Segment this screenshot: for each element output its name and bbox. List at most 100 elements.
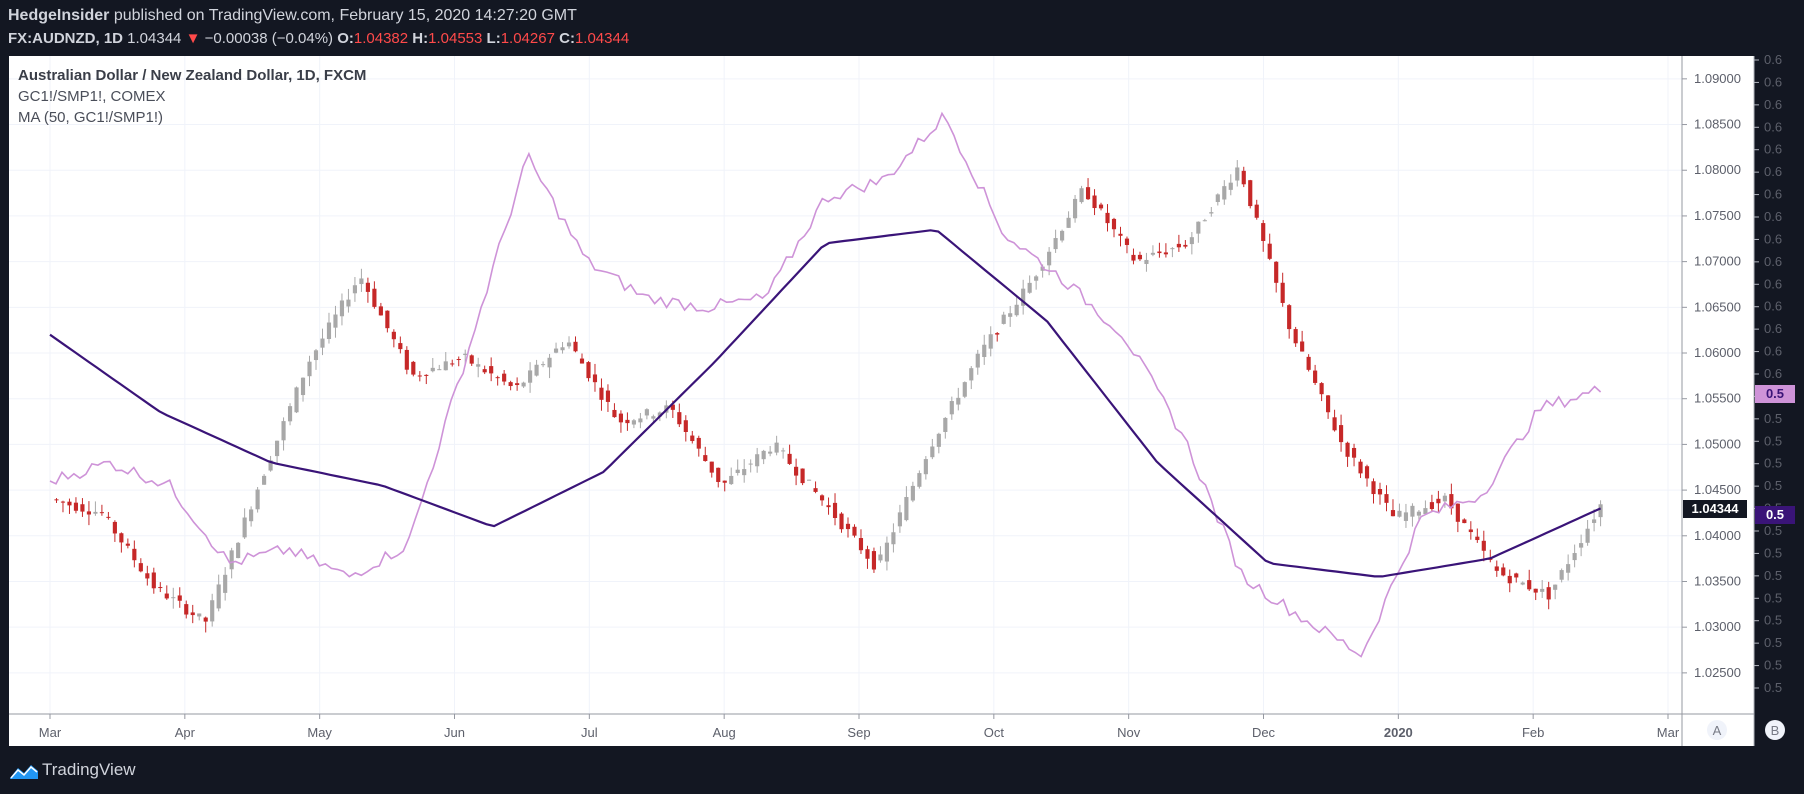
- overlay-last-badge-text: 0.5: [1766, 386, 1784, 401]
- overlay-tick-label: 0.5: [1764, 680, 1782, 695]
- publisher-name[interactable]: HedgeInsider: [8, 7, 110, 24]
- symbol-label[interactable]: FX:AUDNZD, 1D: [8, 30, 123, 47]
- candle-body: [735, 469, 740, 474]
- candle-body: [592, 374, 598, 383]
- tradingview-logo-icon[interactable]: [9, 762, 39, 780]
- candle-body: [1462, 519, 1467, 524]
- candle-body: [1501, 567, 1506, 576]
- overlay-series-line: [49, 111, 1602, 658]
- candle-body: [1319, 383, 1324, 395]
- candle-body: [99, 512, 104, 514]
- low-label: L:: [486, 30, 501, 47]
- candle-body: [1034, 276, 1039, 281]
- candle-body: [1176, 243, 1181, 248]
- candle-body: [443, 361, 448, 371]
- candle-body: [138, 563, 143, 572]
- candle-body: [975, 353, 980, 368]
- candle-body: [949, 401, 954, 415]
- legend-ma[interactable]: MA (50, GC1!/SMP1!): [18, 109, 164, 126]
- overlay-tick-label: 0.5: [1764, 501, 1782, 516]
- candle-body: [800, 468, 805, 484]
- candle-body: [1585, 528, 1590, 543]
- price-tick-label: 1.05500: [1694, 391, 1741, 406]
- candle-body: [1287, 305, 1292, 330]
- candle-body: [1001, 314, 1006, 324]
- candle-body: [858, 538, 864, 551]
- candle-body: [132, 548, 137, 561]
- candle-body: [573, 341, 578, 352]
- candle-body: [943, 417, 948, 432]
- candle-body: [579, 358, 585, 364]
- candle-body: [1241, 170, 1246, 185]
- candle-body: [229, 550, 234, 570]
- candle-body: [1014, 304, 1019, 316]
- candle-body: [599, 387, 604, 400]
- candle-body: [456, 359, 461, 361]
- last-price: 1.04344: [127, 30, 182, 47]
- candle-body: [1150, 252, 1156, 255]
- footer-brand[interactable]: TradingView: [42, 760, 136, 779]
- candle-body: [1351, 447, 1357, 458]
- candle-body: [281, 421, 286, 441]
- overlay-tick-label: 0.6: [1764, 299, 1782, 314]
- close-label: C:: [559, 30, 575, 47]
- candle-body: [1209, 212, 1214, 214]
- candle-body: [1079, 188, 1084, 203]
- candle-body: [1306, 356, 1311, 370]
- footer: TradingView: [0, 746, 1804, 794]
- candle-body: [1514, 573, 1519, 578]
- candle-body: [326, 322, 332, 339]
- publish-info: HedgeInsider published on TradingView.co…: [8, 7, 577, 25]
- candle-body: [1111, 218, 1117, 230]
- candle-body: [450, 363, 455, 365]
- price-tick-label: 1.08000: [1694, 162, 1741, 177]
- high-label: H:: [412, 30, 429, 47]
- candle-body: [476, 364, 481, 367]
- time-tick-label: 2020: [1384, 725, 1413, 740]
- high-value: 1.04553: [428, 30, 483, 47]
- candle-body: [1494, 566, 1499, 571]
- candle-body: [125, 543, 130, 546]
- candle-body: [112, 521, 117, 534]
- price-change: −0.00038 (−0.04%): [204, 30, 334, 47]
- candle-body: [1572, 553, 1577, 561]
- candle-body: [1313, 370, 1318, 383]
- overlay-tick-label: 0.6: [1764, 187, 1782, 202]
- candle-body: [605, 390, 611, 402]
- candle-body: [696, 437, 701, 449]
- candle-body: [930, 446, 935, 458]
- candle-body: [1144, 259, 1149, 264]
- overlay-tick-label: 0.6: [1764, 276, 1782, 291]
- candle-body: [80, 504, 85, 512]
- price-tick-label: 1.06000: [1694, 345, 1741, 360]
- candle-body: [1027, 282, 1032, 293]
- candle-body: [1124, 238, 1130, 245]
- candle-body: [333, 314, 338, 328]
- open-value: 1.04382: [353, 30, 409, 47]
- overlay-tick-label: 0.5: [1764, 613, 1782, 628]
- candle-body: [502, 373, 507, 382]
- price-tick-label: 1.06500: [1694, 299, 1741, 314]
- candle-body: [223, 574, 228, 593]
- candle-body: [437, 369, 442, 371]
- candle-body: [1481, 540, 1486, 551]
- candle-body: [495, 377, 500, 379]
- candle-body: [1326, 395, 1331, 413]
- candle-body: [787, 453, 792, 464]
- legend-overlay[interactable]: GC1!/SMP1!, COMEX: [18, 88, 166, 105]
- candle-body: [962, 382, 967, 397]
- candle-body: [910, 485, 915, 501]
- candle-body: [1300, 341, 1305, 352]
- candle-body: [1060, 230, 1065, 241]
- candle-body: [1371, 481, 1376, 495]
- price-tick-label: 1.05000: [1694, 436, 1741, 451]
- candle-body: [657, 412, 662, 417]
- candle-body: [430, 367, 435, 372]
- time-tick-label: Apr: [175, 725, 196, 740]
- candle-body: [1254, 204, 1259, 218]
- candle-body: [1429, 502, 1434, 510]
- overlay-tick-label: 0.6: [1764, 209, 1782, 224]
- candle-body: [67, 501, 72, 506]
- legend-main[interactable]: Australian Dollar / New Zealand Dollar, …: [18, 67, 367, 84]
